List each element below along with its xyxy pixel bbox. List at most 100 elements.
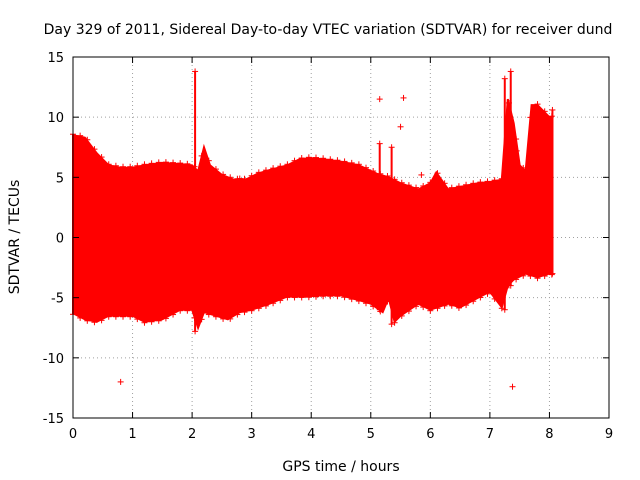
outlier-point — [397, 123, 404, 130]
outlier-point — [513, 147, 520, 154]
axis-ticks: 0 1 2 3 4 5 6 7 8 9 -15 -10 -5 0 5 10 15 — [43, 51, 613, 442]
y-tick-label: -5 — [51, 292, 64, 307]
data-point — [120, 163, 127, 170]
x-tick-label: 2 — [188, 427, 196, 442]
data-point — [284, 294, 291, 301]
data-point — [441, 302, 448, 309]
data-point — [520, 272, 527, 279]
data-point — [198, 316, 205, 323]
data-band — [72, 98, 554, 331]
data-point — [334, 157, 341, 164]
spike-top-point — [507, 68, 514, 75]
x-axis-label: GPS time / hours — [282, 459, 399, 475]
data-point — [320, 155, 327, 162]
data-point — [355, 298, 362, 305]
data-point — [312, 293, 319, 300]
data-point — [170, 159, 177, 166]
data-point — [384, 172, 391, 179]
data-point — [277, 297, 284, 304]
data-point — [348, 296, 355, 303]
spike-top-point — [388, 144, 395, 151]
y-tick-label: -10 — [43, 352, 64, 367]
x-tick-label: 6 — [426, 427, 434, 442]
data-point — [284, 161, 291, 168]
data-point — [448, 302, 455, 309]
data-point — [120, 313, 127, 320]
data-point — [105, 161, 112, 168]
spike-bottom-point — [501, 306, 508, 313]
data-point — [98, 317, 105, 324]
data-point — [127, 163, 134, 170]
data-point — [148, 318, 155, 325]
data-point — [162, 159, 169, 166]
data-point — [355, 161, 362, 168]
data-point — [305, 294, 312, 301]
data-point — [241, 309, 248, 316]
data-point — [298, 294, 305, 301]
data-point — [170, 311, 177, 318]
spike-bottom-point — [376, 306, 383, 313]
data-point — [420, 304, 427, 311]
data-point — [227, 315, 234, 322]
outlier-point — [376, 96, 383, 103]
y-tick-label: 10 — [47, 111, 64, 126]
data-point — [513, 276, 520, 283]
data-point — [327, 156, 334, 163]
y-tick-label: 15 — [47, 51, 64, 66]
data-point — [248, 172, 255, 179]
data-point — [541, 273, 548, 280]
data-point — [298, 155, 305, 162]
data-point — [198, 152, 205, 159]
data-point — [470, 180, 477, 187]
data-point — [427, 307, 434, 314]
data-point — [477, 179, 484, 186]
outlier-point — [400, 94, 407, 101]
x-tick-label: 4 — [307, 427, 315, 442]
data-point — [77, 132, 84, 139]
data-point — [405, 308, 412, 315]
data-point — [270, 165, 277, 172]
spike-top-point — [376, 140, 383, 147]
data-point — [520, 164, 527, 171]
data-point — [384, 298, 391, 305]
data-point — [541, 108, 548, 115]
spike-bottom-point — [507, 282, 514, 289]
data-point — [134, 162, 141, 169]
data-point — [370, 303, 377, 310]
data-point — [155, 317, 162, 324]
x-tick-label: 8 — [545, 427, 553, 442]
data-point — [220, 171, 227, 178]
outlier-point — [509, 383, 516, 390]
data-point — [363, 300, 370, 307]
x-tick-label: 7 — [486, 427, 494, 442]
data-point — [77, 314, 84, 321]
spike-bottom-point — [549, 270, 556, 277]
data-point — [413, 184, 420, 191]
data-point — [220, 315, 227, 322]
data-point — [248, 307, 255, 314]
outlier-point — [418, 171, 425, 178]
data-point — [527, 273, 534, 280]
data-point — [534, 275, 541, 282]
outlier-point — [236, 175, 243, 182]
x-tick-label: 0 — [69, 427, 77, 442]
data-point — [327, 293, 334, 300]
data-point — [398, 312, 405, 319]
data-point — [134, 316, 141, 323]
spike-top-point — [501, 75, 508, 82]
data-point — [434, 305, 441, 312]
data-point — [398, 179, 405, 186]
chart-title: Day 329 of 2011, Sidereal Day-to-day VTE… — [44, 22, 613, 38]
data-point — [105, 313, 112, 320]
data-point — [341, 294, 348, 301]
data-point — [463, 181, 470, 188]
outlier-point — [117, 378, 124, 385]
data-point — [484, 290, 491, 297]
data-point — [320, 293, 327, 300]
data-point — [291, 157, 298, 164]
data-point — [255, 169, 262, 176]
data-point — [470, 298, 477, 305]
data-point — [455, 183, 462, 190]
data-point — [112, 162, 119, 169]
